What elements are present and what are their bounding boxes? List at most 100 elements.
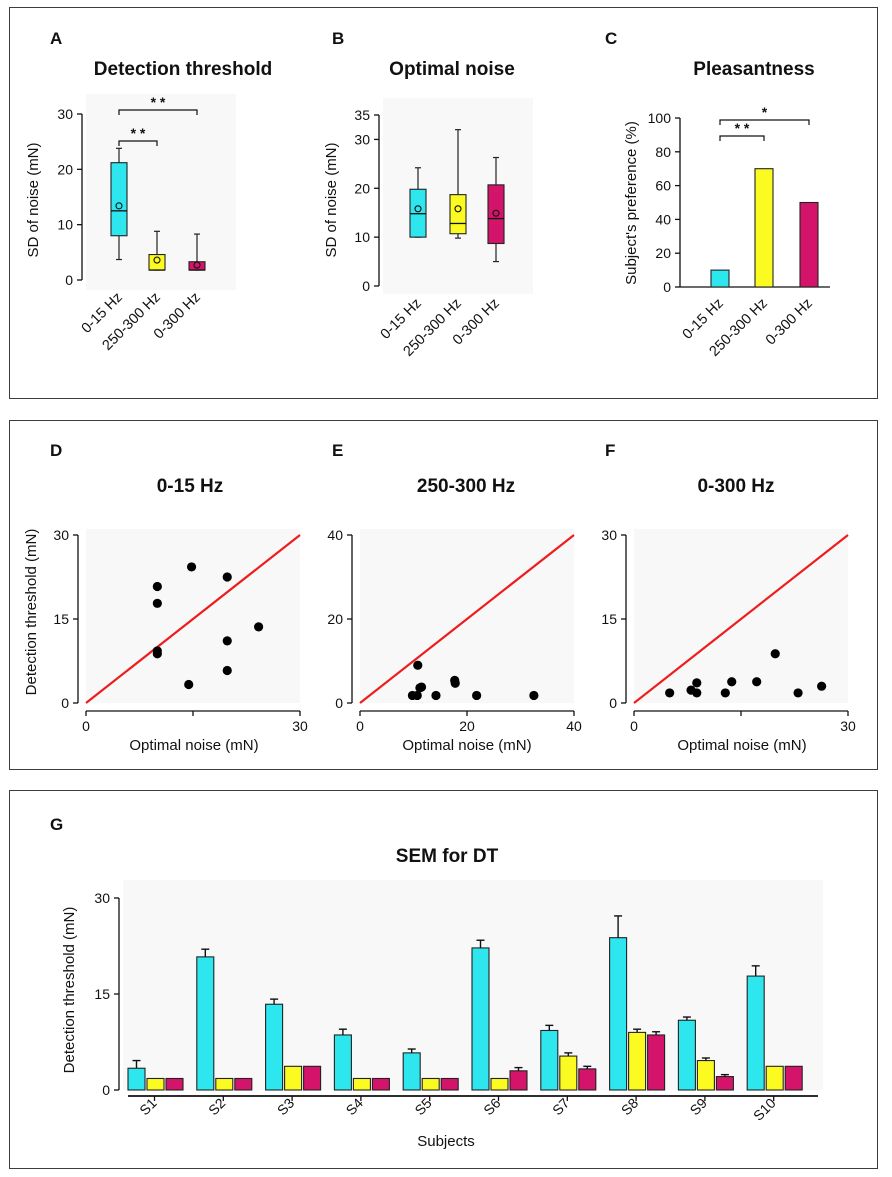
chart-d-point bbox=[186, 562, 197, 572]
chart-g-bar-s9-0 bbox=[677, 1019, 696, 1091]
chart-f-point bbox=[770, 649, 780, 659]
chart-d-point bbox=[152, 598, 162, 608]
panel-letter-f: F bbox=[605, 441, 615, 460]
chart-f-point bbox=[665, 688, 675, 698]
chart-d-x-tick-label: 0 bbox=[82, 718, 90, 734]
chart-e-x-tick-label: 0 bbox=[356, 718, 364, 734]
chart-a-ylabel: SD of noise (mN) bbox=[25, 142, 42, 257]
chart-a-sig-0-label: * * bbox=[131, 125, 146, 141]
chart-g-category-label: S1 bbox=[136, 1095, 160, 1119]
chart-g-bar-s5-0 bbox=[402, 1052, 421, 1091]
chart-c-y-tick-label: 20 bbox=[655, 245, 671, 261]
chart-g-bar-s2-0 bbox=[196, 956, 215, 1091]
chart-d-title: 0-15 Hz bbox=[157, 476, 224, 497]
chart-e-xlabel: Optimal noise (mN) bbox=[402, 737, 531, 754]
chart-g-bar-s7-0 bbox=[540, 1029, 559, 1091]
chart-a-box-0-mean bbox=[115, 202, 123, 210]
chart-d-ylabel: Detection threshold (mN) bbox=[23, 529, 40, 696]
chart-f-x-tick-label: 0 bbox=[630, 718, 638, 734]
chart-g-bar-s4-1 bbox=[352, 1077, 371, 1091]
chart-e-point bbox=[412, 690, 422, 701]
chart-c-sig-0-bracket bbox=[719, 135, 765, 141]
chart-b-y-tick-label: 30 bbox=[354, 131, 370, 147]
chart-f-y-tick-label: 30 bbox=[601, 527, 617, 543]
chart-e-point bbox=[431, 690, 441, 701]
chart-g-y-tick-label: 30 bbox=[94, 890, 110, 906]
chart-c-y-tick-label: 60 bbox=[655, 178, 671, 194]
chart-c-y-tick-label: 100 bbox=[648, 110, 672, 126]
chart-g-bar-s7-1 bbox=[559, 1055, 578, 1091]
chart-e-point bbox=[529, 690, 539, 701]
chart-e: 0 20 40 0 20 40 bbox=[327, 527, 582, 734]
chart-a-y-tick-label: 0 bbox=[65, 272, 73, 288]
chart-b-box-2-iqr bbox=[487, 184, 505, 245]
chart-d-x-tick-label: 30 bbox=[292, 718, 308, 734]
chart-b-box-2-mean bbox=[492, 209, 500, 217]
chart-f: 0 15 30 0 30 bbox=[601, 527, 856, 734]
chart-g: 0 15 30 S1 S2 S3 S4 S5 S6 S7 S8 S9 S10 bbox=[94, 880, 823, 1124]
chart-g-bar-s9-1 bbox=[696, 1060, 715, 1091]
chart-g-bar-s5-1 bbox=[421, 1077, 440, 1091]
chart-c-bar-0 bbox=[710, 269, 730, 288]
chart-c-sig-1-label: * bbox=[762, 104, 768, 120]
chart-e-point bbox=[450, 678, 460, 688]
chart-g-category-label: S6 bbox=[480, 1095, 504, 1119]
chart-a-title: Detection threshold bbox=[94, 59, 272, 80]
chart-e-title: 250-300 Hz bbox=[417, 476, 515, 497]
chart-g-y-tick-label: 0 bbox=[102, 1082, 110, 1098]
chart-g-bar-s10-2 bbox=[784, 1065, 803, 1091]
chart-f-point bbox=[692, 678, 702, 688]
chart-g-category-label: S7 bbox=[549, 1095, 573, 1119]
chart-c-y-tick-label: 0 bbox=[663, 279, 671, 295]
chart-g-bar-s4-2 bbox=[371, 1077, 390, 1091]
chart-g-bar-s6-0 bbox=[471, 947, 490, 1091]
chart-b-box-1-iqr bbox=[449, 194, 467, 235]
chart-d-y-tick-label: 30 bbox=[53, 527, 69, 543]
chart-g-bar-s4-0 bbox=[333, 1034, 352, 1091]
chart-g-bar-s5-2 bbox=[440, 1077, 459, 1091]
chart-g-bar-s1-0 bbox=[127, 1067, 146, 1091]
chart-g-category-label: S10 bbox=[750, 1095, 779, 1124]
chart-d-y-tick-label: 0 bbox=[61, 695, 69, 711]
chart-a-y-tick-label: 20 bbox=[57, 161, 73, 177]
chart-a-box-2-iqr bbox=[188, 261, 206, 271]
chart-g-category-label: S8 bbox=[618, 1095, 642, 1119]
chart-c-sig-1-bracket bbox=[719, 119, 810, 125]
chart-g-bar-s6-2 bbox=[509, 1070, 528, 1091]
chart-d-point bbox=[184, 679, 194, 690]
chart-g-bar-s8-2 bbox=[647, 1034, 666, 1091]
chart-g-bar-s2-1 bbox=[215, 1077, 234, 1091]
chart-c-y-tick-label: 40 bbox=[655, 211, 671, 227]
chart-g-bar-s10-0 bbox=[746, 975, 765, 1091]
chart-g-category-label: S3 bbox=[274, 1095, 298, 1119]
chart-b-box-0-mean bbox=[414, 205, 422, 213]
chart-f-point bbox=[692, 688, 702, 698]
chart-g-bar-s3-2 bbox=[303, 1065, 322, 1091]
chart-g-category-label: S5 bbox=[411, 1095, 435, 1119]
chart-f-point bbox=[720, 688, 730, 698]
chart-d: 0 15 30 0 30 bbox=[53, 527, 308, 734]
chart-g-bar-s3-0 bbox=[265, 1003, 284, 1091]
chart-c-bar-2 bbox=[799, 201, 819, 288]
panel-letter-c: C bbox=[605, 29, 617, 48]
chart-g-category-label: S2 bbox=[205, 1095, 229, 1119]
chart-a-sig-1-label: * * bbox=[151, 94, 166, 110]
chart-f-point bbox=[817, 681, 827, 691]
chart-d-point bbox=[152, 649, 162, 659]
chart-g-bar-s3-1 bbox=[284, 1065, 303, 1091]
chart-d-xlabel: Optimal noise (mN) bbox=[129, 737, 258, 754]
chart-c-sig-0-label: * * bbox=[735, 120, 750, 136]
chart-c-bar-1 bbox=[754, 168, 774, 288]
chart-e-identity-line bbox=[359, 534, 575, 704]
chart-c-category-label: 0-300 Hz bbox=[763, 296, 816, 349]
chart-d-point bbox=[222, 636, 232, 646]
chart-b-y-tick-label: 0 bbox=[362, 278, 370, 294]
chart-f-y-tick-label: 0 bbox=[609, 695, 617, 711]
chart-a-sig-0-bracket bbox=[118, 140, 158, 146]
panel-letter-d: D bbox=[50, 441, 62, 460]
chart-e-point bbox=[472, 690, 482, 701]
